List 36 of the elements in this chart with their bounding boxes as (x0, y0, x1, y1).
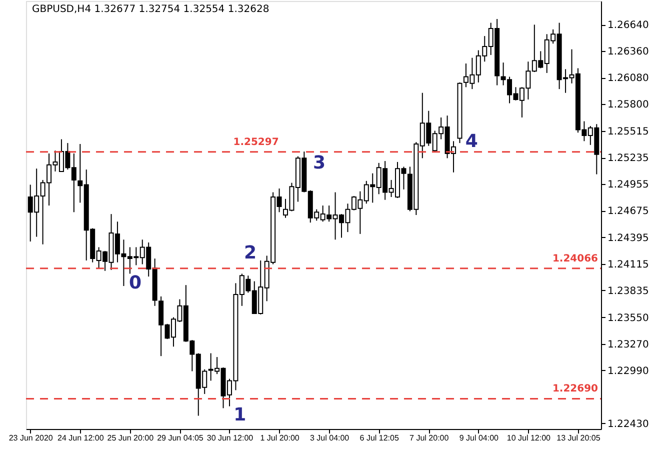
y-tick-label: 1.22990 (608, 366, 649, 377)
y-tick-label: 1.24675 (608, 206, 649, 218)
y-tick-label: 1.24115 (608, 259, 649, 270)
x-tick-label: 30 Jun 12:00 (206, 434, 254, 442)
annotation: 1 (234, 404, 246, 426)
y-tick-label: 1.26360 (608, 46, 649, 58)
annotation: 2 (244, 242, 257, 264)
x-tick-label: 9 Jul 04:00 (459, 434, 500, 442)
ref-line-label: 1.24066 (552, 253, 598, 264)
x-tick-label: 13 Jul 20:05 (556, 434, 601, 442)
x-tick-label: 3 Jul 04:00 (310, 434, 350, 442)
chart-title: GBPUSD,H4 1.32677 1.32754 1.32554 1.32628 (32, 4, 270, 15)
y-tick-label: 1.22430 (608, 418, 649, 430)
y-tick-label: 1.23270 (608, 339, 649, 350)
y-tick-label: 1.24395 (608, 232, 649, 244)
x-tick-label: 1 Jul 20:00 (260, 434, 300, 442)
y-tick-label: 1.23835 (608, 286, 649, 297)
y-tick-label: 1.25235 (608, 153, 649, 164)
x-tick-label: 23 Jun 2020 (8, 434, 54, 442)
ref-line-label: 1.25297 (233, 136, 279, 148)
y-tick-label: 1.25515 (608, 126, 649, 138)
x-tick-label: 24 Jun 12:00 (58, 434, 104, 442)
y-tick-label: 1.25800 (608, 100, 649, 111)
ref-line-label: 1.22690 (552, 384, 598, 395)
y-tick-label: 1.24955 (608, 180, 649, 191)
x-tick-label: 7 Jul 20:00 (410, 434, 450, 442)
y-tick-label: 1.26080 (608, 73, 649, 84)
annotation: 4 (465, 131, 478, 152)
y-tick-label: 1.23550 (608, 312, 649, 324)
x-tick-label: 6 Jul 12:05 (360, 434, 400, 442)
y-tick-label: 1.26640 (608, 20, 649, 32)
x-tick-label: 10 Jul 12:00 (506, 434, 552, 442)
annotation: 0 (128, 272, 142, 294)
x-tick-label: 25 Jun 20:00 (107, 434, 154, 442)
x-tick-label: 29 Jun 04:05 (157, 434, 204, 442)
annotation: 3 (312, 152, 326, 174)
